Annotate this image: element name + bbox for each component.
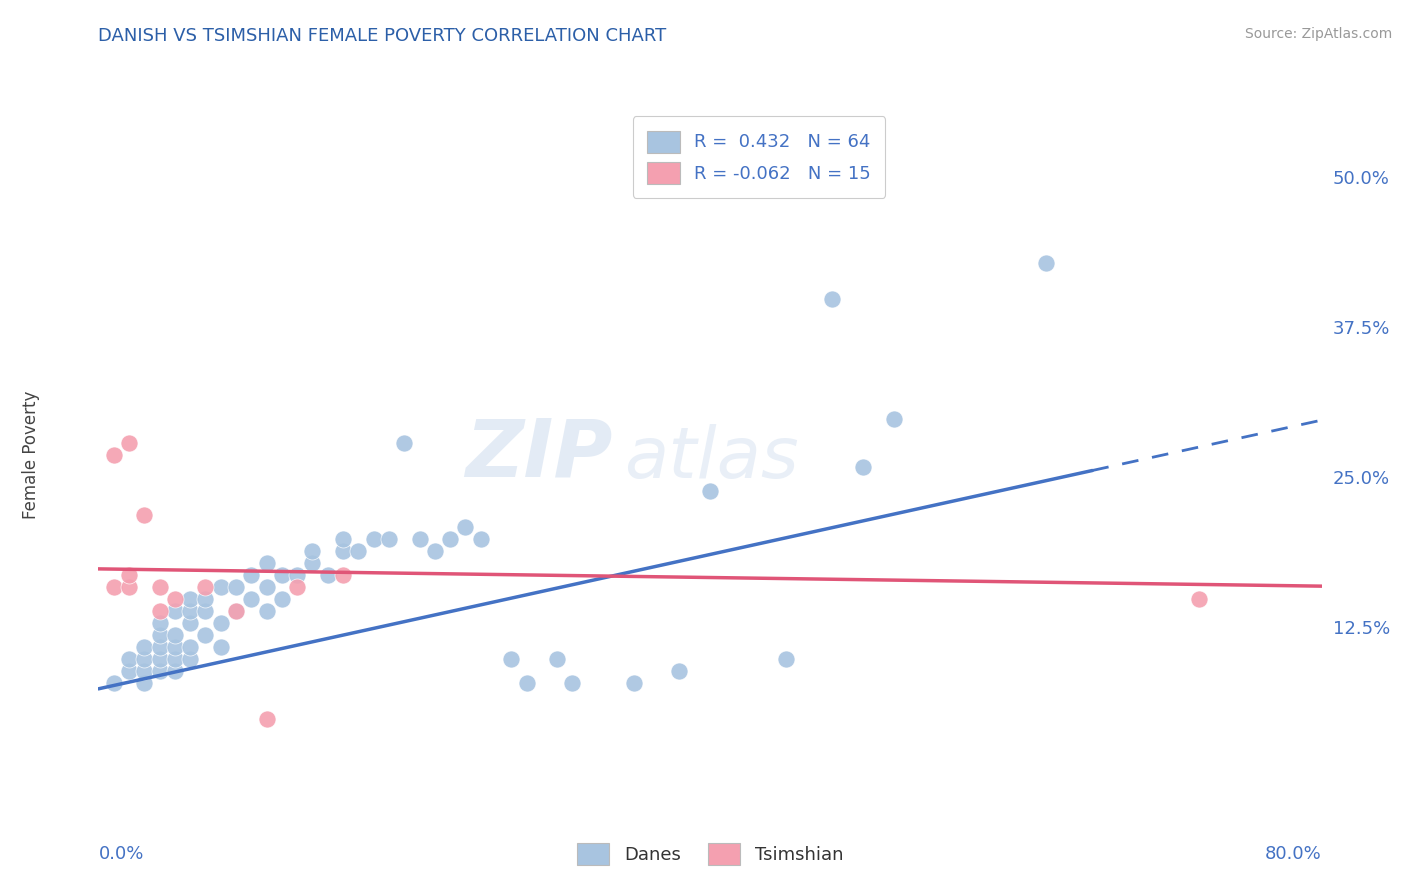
Point [623, 676, 645, 690]
Point [439, 532, 461, 546]
Point [163, 640, 186, 654]
Point [149, 652, 172, 666]
Point [454, 520, 477, 534]
Text: atlas: atlas [624, 424, 799, 493]
Point [225, 604, 247, 618]
Point [209, 640, 232, 654]
Point [149, 615, 172, 630]
Point [134, 508, 156, 522]
Point [134, 664, 156, 678]
Text: Female Poverty: Female Poverty [22, 391, 41, 519]
Text: DANISH VS TSIMSHIAN FEMALE POVERTY CORRELATION CHART: DANISH VS TSIMSHIAN FEMALE POVERTY CORRE… [98, 27, 666, 45]
Point [179, 640, 201, 654]
Point [821, 292, 844, 306]
Point [256, 712, 278, 726]
Point [1188, 591, 1211, 606]
Point [516, 676, 538, 690]
Point [699, 483, 721, 498]
Point [179, 615, 201, 630]
Point [285, 580, 308, 594]
Point [270, 591, 292, 606]
Point [149, 604, 172, 618]
Point [408, 532, 430, 546]
Point [103, 580, 125, 594]
Point [149, 628, 172, 642]
Point [240, 567, 263, 582]
Point [470, 532, 492, 546]
Point [103, 676, 125, 690]
Point [256, 580, 278, 594]
Text: 12.5%: 12.5% [1333, 620, 1391, 638]
Legend: Danes, Tsimshian: Danes, Tsimshian [568, 834, 852, 874]
Point [163, 628, 186, 642]
Point [883, 412, 905, 426]
Text: 50.0%: 50.0% [1333, 170, 1389, 188]
Point [240, 591, 263, 606]
Point [501, 652, 523, 666]
Text: 37.5%: 37.5% [1333, 320, 1391, 338]
Point [118, 580, 141, 594]
Point [363, 532, 385, 546]
Point [225, 580, 247, 594]
Text: 80.0%: 80.0% [1265, 845, 1322, 863]
Point [149, 664, 172, 678]
Point [163, 652, 186, 666]
Text: Source: ZipAtlas.com: Source: ZipAtlas.com [1244, 27, 1392, 41]
Point [301, 544, 323, 558]
Point [134, 652, 156, 666]
Point [301, 556, 323, 570]
Point [378, 532, 401, 546]
Point [546, 652, 568, 666]
Point [118, 664, 141, 678]
Point [209, 580, 232, 594]
Point [1035, 256, 1057, 270]
Point [134, 676, 156, 690]
Point [668, 664, 690, 678]
Text: 25.0%: 25.0% [1333, 470, 1391, 488]
Point [179, 591, 201, 606]
Point [852, 459, 875, 474]
Point [149, 580, 172, 594]
Point [332, 532, 354, 546]
Point [561, 676, 583, 690]
Point [118, 652, 141, 666]
Point [194, 591, 217, 606]
Point [423, 544, 446, 558]
Point [775, 652, 797, 666]
Point [163, 591, 186, 606]
Point [285, 567, 308, 582]
Point [316, 567, 339, 582]
Point [225, 604, 247, 618]
Text: 0.0%: 0.0% [98, 845, 143, 863]
Point [270, 567, 292, 582]
Point [347, 544, 370, 558]
Point [118, 567, 141, 582]
Point [149, 640, 172, 654]
Point [256, 556, 278, 570]
Point [118, 436, 141, 450]
Point [103, 448, 125, 462]
Point [134, 640, 156, 654]
Point [256, 604, 278, 618]
Point [163, 664, 186, 678]
Point [209, 615, 232, 630]
Point [194, 628, 217, 642]
Point [194, 580, 217, 594]
Point [179, 604, 201, 618]
Point [392, 436, 416, 450]
Point [332, 567, 354, 582]
Point [194, 604, 217, 618]
Point [179, 652, 201, 666]
Point [163, 604, 186, 618]
Text: ZIP: ZIP [465, 416, 612, 494]
Point [332, 544, 354, 558]
